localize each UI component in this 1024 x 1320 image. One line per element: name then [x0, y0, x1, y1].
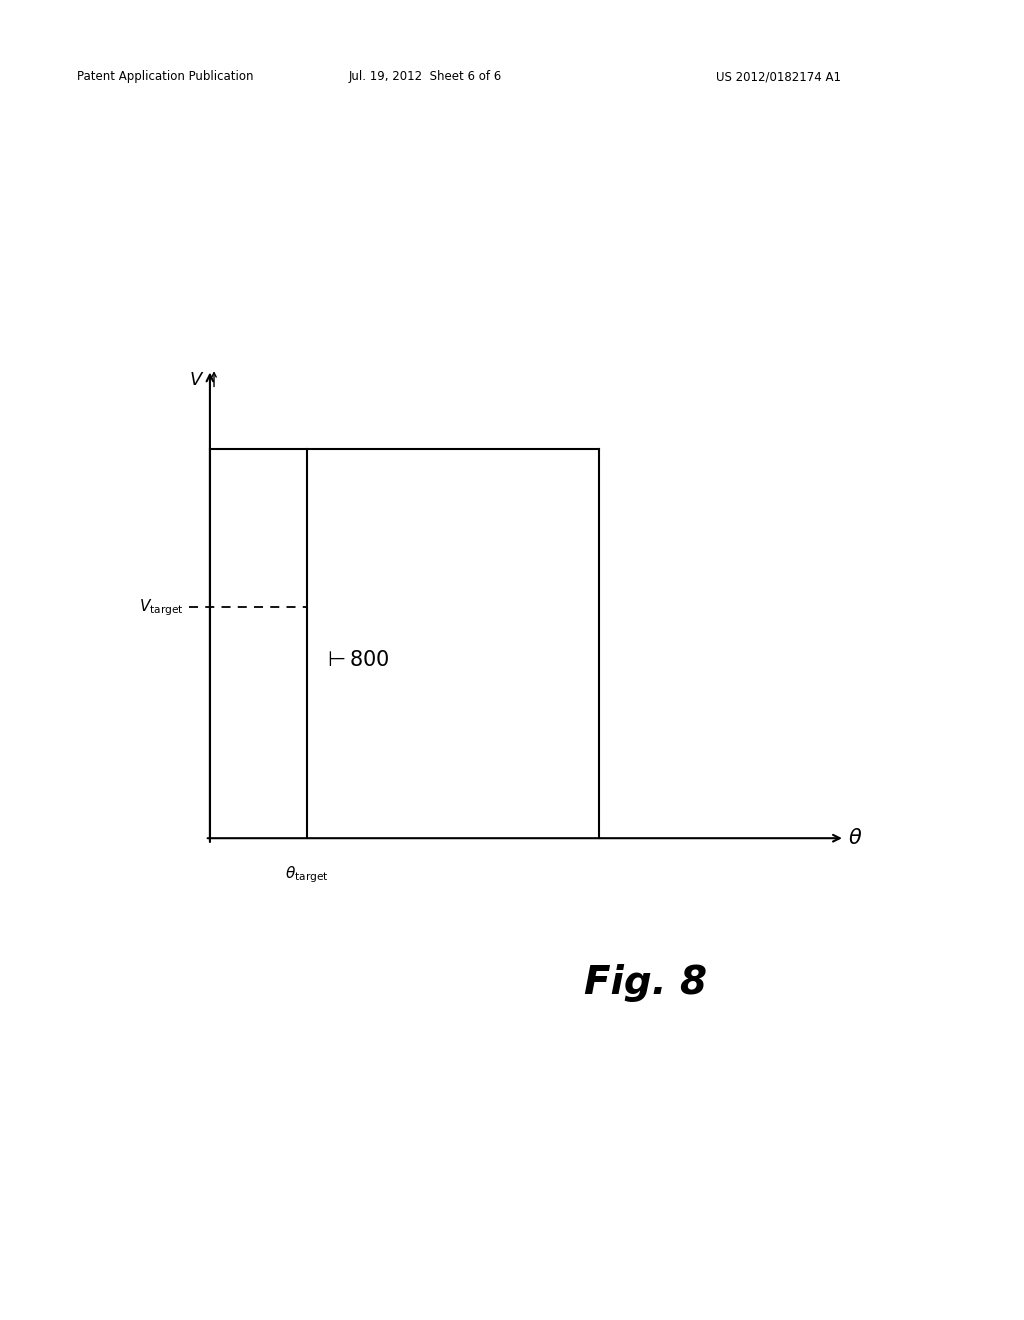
Text: $\vdash$800: $\vdash$800 — [323, 649, 389, 671]
Text: V: V — [189, 371, 202, 389]
Text: $\theta$: $\theta$ — [848, 828, 862, 849]
Text: Patent Application Publication: Patent Application Publication — [77, 70, 253, 83]
Text: US 2012/0182174 A1: US 2012/0182174 A1 — [716, 70, 841, 83]
Text: Fig. 8: Fig. 8 — [584, 965, 707, 1002]
Text: Jul. 19, 2012  Sheet 6 of 6: Jul. 19, 2012 Sheet 6 of 6 — [348, 70, 502, 83]
Text: $\theta_{\mathrm{target}}$: $\theta_{\mathrm{target}}$ — [286, 865, 329, 886]
Text: $V_{\mathrm{target}}$: $V_{\mathrm{target}}$ — [139, 597, 184, 618]
